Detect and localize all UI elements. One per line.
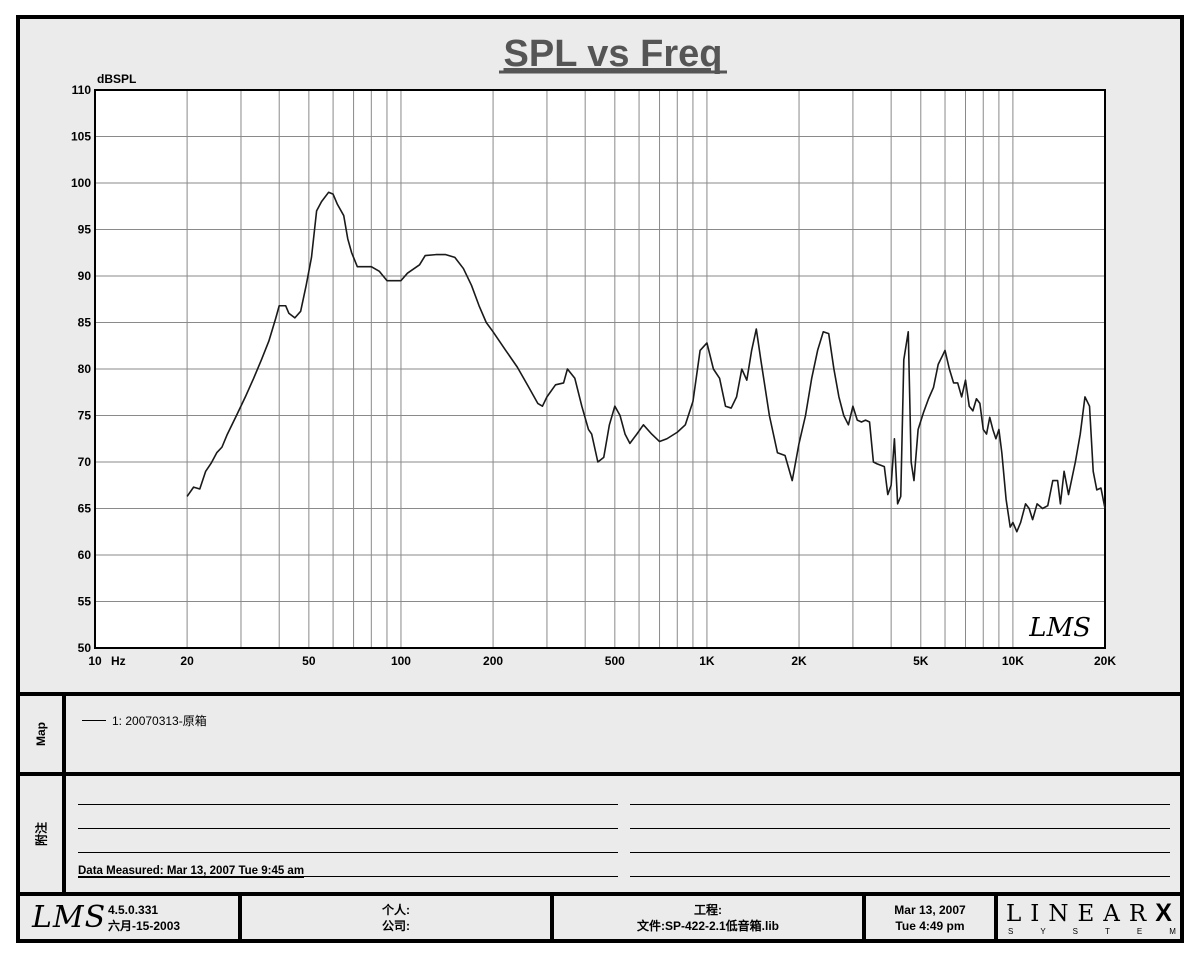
x-tick-label: 5K [913,654,929,668]
data-measured-text: Data Measured: Mar 13, 2007 Tue 9:45 am [78,865,305,878]
note-line[interactable] [630,852,1170,853]
plot-border [94,89,1106,649]
footer-project-cell: 工程: 文件:SP-422-2.1低音箱.lib [554,896,866,939]
x-tick-label: 100 [391,654,411,668]
project-label: 工程: [694,903,722,917]
y-tick-label: 85 [78,316,92,330]
y-tick-label: 100 [71,176,91,190]
chart-title: SPL vs Freq [504,33,723,75]
y-tick-label: 55 [78,595,92,609]
footer-owner-cell: 个人: 公司: [242,896,554,939]
x-tick-label: 2K [791,654,807,668]
spl-chart: 50 55 60 65 70 75 80 85 90 95 100 105 110 10 20 50 100 20… [71,33,1116,668]
map-label: Map [34,722,48,746]
y-tick-label: 60 [78,548,92,562]
lms-watermark: LMS [1028,613,1091,643]
x-tick-label: 10K [1002,654,1024,668]
note-line[interactable] [78,876,618,877]
legend-entry-label: 1: 20070313-原箱 [112,714,207,728]
footer-time: Tue 4:49 pm [895,919,965,933]
note-line[interactable] [630,876,1170,877]
legend-entry[interactable]: 1: 20070313-原箱 [82,712,207,729]
y-tick-label: 50 [78,641,92,655]
x-tick-label: 200 [483,654,503,668]
y-tick-label: 80 [78,362,92,376]
y-tick-label: 105 [71,130,91,144]
y-tick-label: 110 [72,83,92,97]
build-date-text: 六月-15-2003 [108,919,181,933]
x-tick-label: 500 [605,654,625,668]
version-text: 4.5.0.331 [108,903,159,917]
x-tick-label: 20 [180,654,194,668]
chart-grid [94,89,1106,649]
person-label: 个人: [382,903,410,917]
note-line[interactable] [630,804,1170,805]
note-line[interactable] [78,828,618,829]
y-tick-label: 90 [78,269,92,283]
note-line[interactable] [630,828,1170,829]
x-tick-label: 10 [88,654,102,668]
note-line[interactable] [78,852,618,853]
notes-panel: 附注 Data Measured: Mar 13, 2007 Tue 9:45 … [16,772,1184,896]
footer-version-cell: LMS 4.5.0.331 六月-15-2003 [20,896,242,939]
footer-date: Mar 13, 2007 [894,903,966,917]
y-axis-label: dBSPL [97,72,136,86]
note-line[interactable] [78,804,618,805]
brand-linear: LINEAR [1006,901,1156,927]
notes-side-label: 附注 [20,776,66,892]
footer-brand-cell: LINEARX SYSTEMS [998,896,1200,939]
y-tick-label: 65 [78,502,92,516]
brand-systems: SYSTEMS [1008,927,1200,936]
x-tick-label: 50 [302,654,316,668]
y-tick-label: 70 [78,455,92,469]
chart-ticks: 50 55 60 65 70 75 80 85 90 95 100 105 110 10 20 50 100 20… [71,83,1116,668]
map-side-label: Map [20,696,66,772]
chart-series [186,191,1106,533]
x-axis-label: Hz [111,654,126,668]
footer-date-cell: Mar 13, 2007 Tue 4:49 pm [866,896,998,939]
series-line [186,191,1106,533]
data-measured: Data Measured: Mar 13, 2007 Tue 9:45 am [78,865,305,878]
footer: LMS 4.5.0.331 六月-15-2003 个人: 公司: 工程: 文件:… [16,892,1200,943]
linearx-logo: LINEARX [1006,899,1172,928]
x-tick-label: 20K [1094,654,1116,668]
legend-line-swatch [82,720,106,721]
x-tick-label: 1K [699,654,715,668]
notes-label: 附注 [34,821,49,847]
brand-x: X [1155,899,1172,927]
y-tick-label: 75 [78,409,92,423]
map-panel: Map 1: 20070313-原箱 [16,692,1184,776]
chart-labels: Hz dBSPL SPL vs Freq LMS [97,33,1091,668]
y-tick-label: 95 [78,223,92,237]
lms-logo: LMS [32,900,107,935]
company-label: 公司: [382,919,410,933]
file-label: 文件:SP-422-2.1低音箱.lib [636,919,780,933]
